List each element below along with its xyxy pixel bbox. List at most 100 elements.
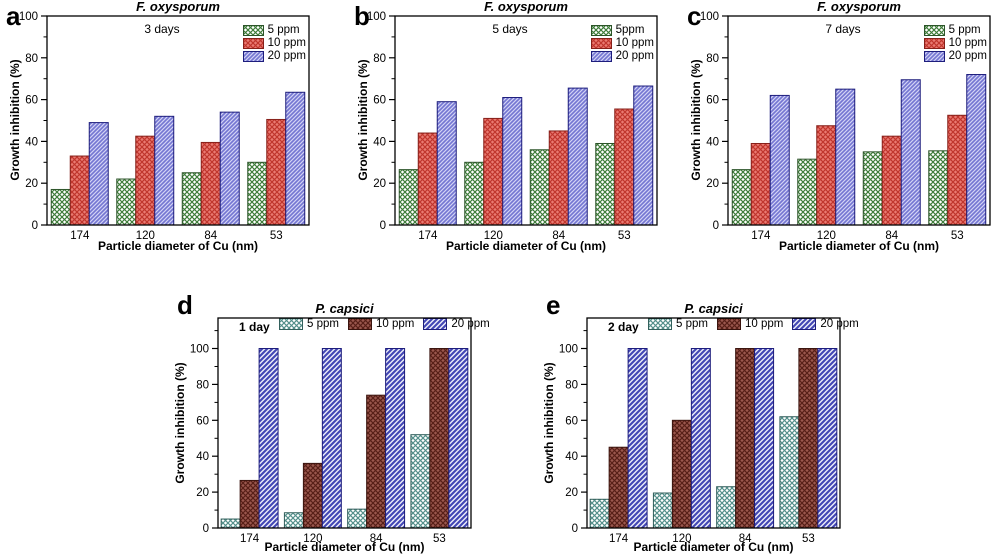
chart-title: F. oxysporum [136, 0, 220, 14]
time-annotation: 2 day [608, 320, 639, 334]
bar-5-ppm-174nm [220, 518, 241, 529]
bar-5-ppm-120nm [283, 512, 304, 529]
y-tick-label: 0 [713, 220, 719, 232]
y-tick-label: 0 [572, 523, 578, 535]
bar-20-ppm-174nm [88, 122, 109, 226]
bar-10-ppm-174nm [750, 142, 771, 226]
bar-10-ppm-120nm [135, 135, 156, 226]
bar-5-ppm-84nm [716, 486, 737, 529]
x-tick-label: 120 [672, 533, 691, 545]
x-tick-label: 84 [370, 533, 383, 545]
legend-label: 20 ppm [267, 50, 306, 62]
bar-20-ppm-84nm [900, 79, 921, 226]
x-tick-label: 84 [552, 230, 565, 242]
y-tick-label: 40 [373, 136, 386, 148]
bar-5-ppm-174nm [731, 169, 752, 226]
panel-label: c [687, 1, 702, 31]
legend-label: 5 ppm [267, 24, 300, 36]
panel-c-chart: c F. oxysporum 7 days Growth inhibition … [683, 0, 1000, 256]
panel-d-chart: d P. capsici 1 day Growth inhibition (%)… [163, 288, 500, 556]
x-tick-label: 53 [433, 533, 446, 545]
legend-swatch-blue-diag [923, 50, 945, 62]
bar-5-ppm-174nm [589, 498, 610, 529]
legend-label: 5 ppm [948, 24, 981, 36]
bar-5ppm-84nm [529, 149, 550, 226]
chart-title: F. oxysporum [484, 0, 568, 14]
legend-swatch-blue-diag [242, 50, 264, 62]
bar-20-ppm-120nm [154, 115, 175, 226]
bar-10-ppm-84nm [366, 394, 387, 529]
x-tick-label: 53 [951, 230, 964, 242]
plot-frame [217, 317, 472, 529]
chart-title: P. capsici [684, 301, 743, 316]
bar-20-ppm-53nm [817, 348, 838, 529]
panel-label: d [177, 290, 193, 320]
legend: 5 ppm 10 ppm 20 ppm [923, 24, 987, 62]
bar-5ppm-53nm [595, 142, 616, 226]
time-annotation: 7 days [825, 22, 861, 36]
legend-label: 10 ppm [744, 318, 784, 330]
time-annotation: 1 day [239, 320, 270, 334]
legend-item: 10 ppm [590, 37, 654, 49]
panel-label: e [546, 290, 561, 320]
legend-swatch-green-cross [590, 24, 612, 36]
y-tick-label: 40 [196, 451, 209, 463]
plot-frame [727, 15, 991, 226]
x-axis-label: Particle diameter of Cu (nm) [445, 239, 607, 253]
y-tick-label: 80 [25, 53, 38, 65]
bar-10-ppm-174nm [239, 479, 260, 529]
y-tick-label: 60 [565, 415, 578, 427]
legend-item: 5 ppm [242, 24, 306, 36]
bar-20-ppm-120nm [321, 348, 342, 529]
panel-b-chart: b F. oxysporum 5 days Growth inhibition … [350, 0, 672, 256]
y-tick-label: 80 [565, 379, 578, 391]
bar-20-ppm-174nm [258, 348, 279, 529]
plot-frame [394, 15, 658, 226]
legend-item: 10 ppm [923, 37, 987, 49]
y-tick-label: 80 [373, 53, 386, 65]
legend-swatch-red-cross [923, 37, 945, 49]
bar-20-ppm-174nm [627, 348, 648, 529]
bar-20-ppm-174nm [436, 101, 457, 226]
x-tick-label: 120 [484, 230, 503, 242]
legend-item: 20 ppm [590, 50, 654, 62]
bar-20-ppm-174nm [769, 94, 790, 226]
legend-item: 5 ppm [923, 24, 987, 36]
bar-20-ppm-84nm [385, 348, 406, 529]
plot-area: 174 120 84 53 0 20 40 60 80 100 [367, 11, 658, 242]
legend-label: 5ppm [615, 24, 645, 36]
time-annotation: 5 days [492, 22, 528, 36]
y-tick-label: 100 [190, 344, 209, 356]
legend: 5 ppm 10 ppm 20 ppm [242, 24, 306, 62]
legend-label: 10 ppm [375, 318, 415, 330]
bar-10-ppm-120nm [302, 462, 323, 529]
chart-title: P. capsici [315, 301, 374, 316]
y-tick-label: 100 [700, 11, 719, 23]
plot-area: 174 120 84 53 0 20 40 60 80 100 [700, 11, 991, 242]
y-tick-label: 0 [380, 220, 386, 232]
x-axis-label: Particle diameter of Cu (nm) [778, 239, 940, 253]
bar-5ppm-120nm [464, 161, 485, 226]
y-tick-label: 20 [373, 178, 386, 190]
time-annotation: 3 days [144, 22, 180, 36]
y-tick-label: 20 [196, 487, 209, 499]
chart-title: F. oxysporum [817, 0, 901, 14]
bar-5-ppm-120nm [116, 178, 137, 226]
bar-10-ppm-120nm [483, 117, 504, 226]
x-tick-label: 53 [618, 230, 631, 242]
bar-5-ppm-84nm [347, 508, 368, 529]
legend-label: 5 ppm [307, 318, 339, 330]
bar-5-ppm-84nm [862, 151, 883, 226]
x-tick-label: 84 [204, 230, 217, 242]
bar-20-ppm-53nm [448, 348, 469, 529]
x-axis-label: Particle diameter of Cu (nm) [264, 540, 425, 554]
bar-5-ppm-53nm [928, 150, 949, 226]
bar-20-ppm-84nm [754, 348, 775, 529]
x-tick-label: 84 [739, 533, 752, 545]
panel-label: a [6, 1, 21, 31]
panel-label: b [354, 1, 370, 31]
bar-10-ppm-84nm [735, 348, 756, 529]
y-tick-label: 40 [706, 136, 719, 148]
y-tick-label: 20 [25, 178, 38, 190]
